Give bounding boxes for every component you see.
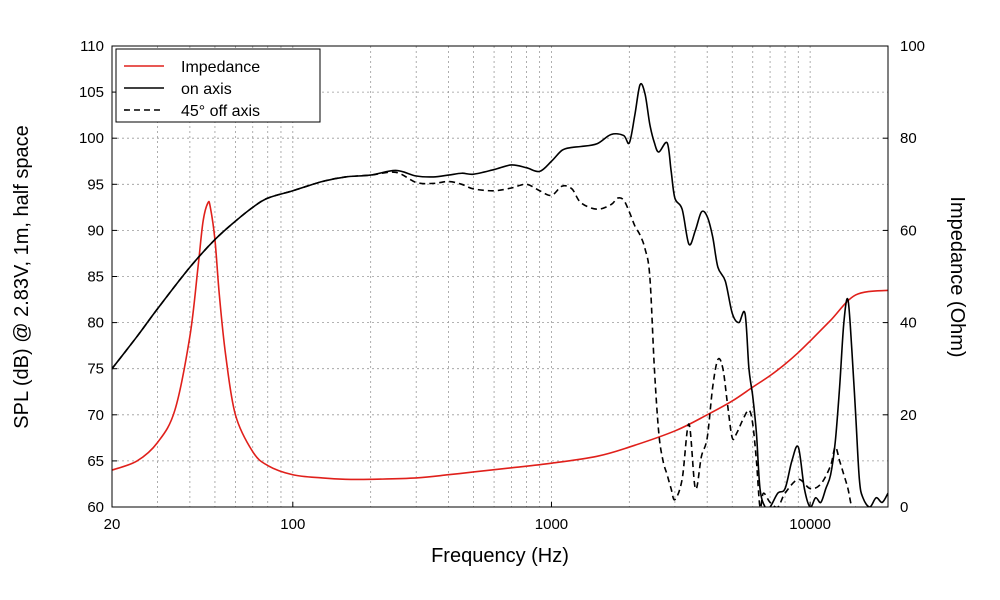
y-left-tick-label: 95 (87, 176, 104, 193)
legend-label-impedance: Impedance (181, 59, 260, 76)
y-right-tick-label: 60 (900, 222, 917, 239)
y-left-tick-label: 100 (79, 130, 104, 147)
y-left-tick-label: 105 (79, 84, 104, 101)
series-line-on-axis (112, 82, 888, 507)
legend: Impedance on axis 45° off axis (115, 48, 321, 123)
y-left-tick-label: 75 (87, 361, 104, 378)
y-left-tick-label: 85 (87, 269, 104, 286)
y-left-tick-label: 65 (87, 453, 104, 470)
x-tick-label: 20 (104, 516, 121, 533)
y-axis-left-title: SPL (dB) @ 2.83V, 1m, half space (11, 125, 33, 428)
legend-label-off-axis: 45° off axis (181, 103, 260, 120)
y-left-tick-label: 60 (87, 499, 104, 516)
y-axis-right-title: Impedance (Ohm) (946, 196, 968, 357)
y-right-tick-label: 40 (900, 315, 917, 332)
grid (111, 45, 889, 508)
legend-label-on-axis: on axis (181, 81, 232, 98)
x-tick-label: 100 (280, 516, 305, 533)
y-right-tick-label: 0 (900, 499, 908, 516)
y-left-tick-label: 110 (80, 38, 104, 55)
ticks: 60 65 70 75 80 85 90 95 100 105 110 0 20 40 60 80 100 20 1… (79, 38, 925, 533)
x-tick-label: 1000 (535, 516, 568, 533)
y-left-tick-label: 70 (87, 407, 104, 424)
series-line-impedance (112, 200, 888, 481)
series-line-45-off-axis (112, 171, 856, 507)
x-axis-title: Frequency (Hz) (431, 545, 569, 567)
series-layer (112, 82, 888, 507)
y-right-tick-label: 80 (900, 130, 917, 147)
y-left-tick-label: 80 (87, 315, 104, 332)
y-left-tick-label: 90 (87, 222, 104, 239)
y-right-tick-label: 100 (900, 38, 925, 55)
x-tick-label: 10000 (789, 516, 831, 533)
y-right-tick-label: 20 (900, 407, 917, 424)
